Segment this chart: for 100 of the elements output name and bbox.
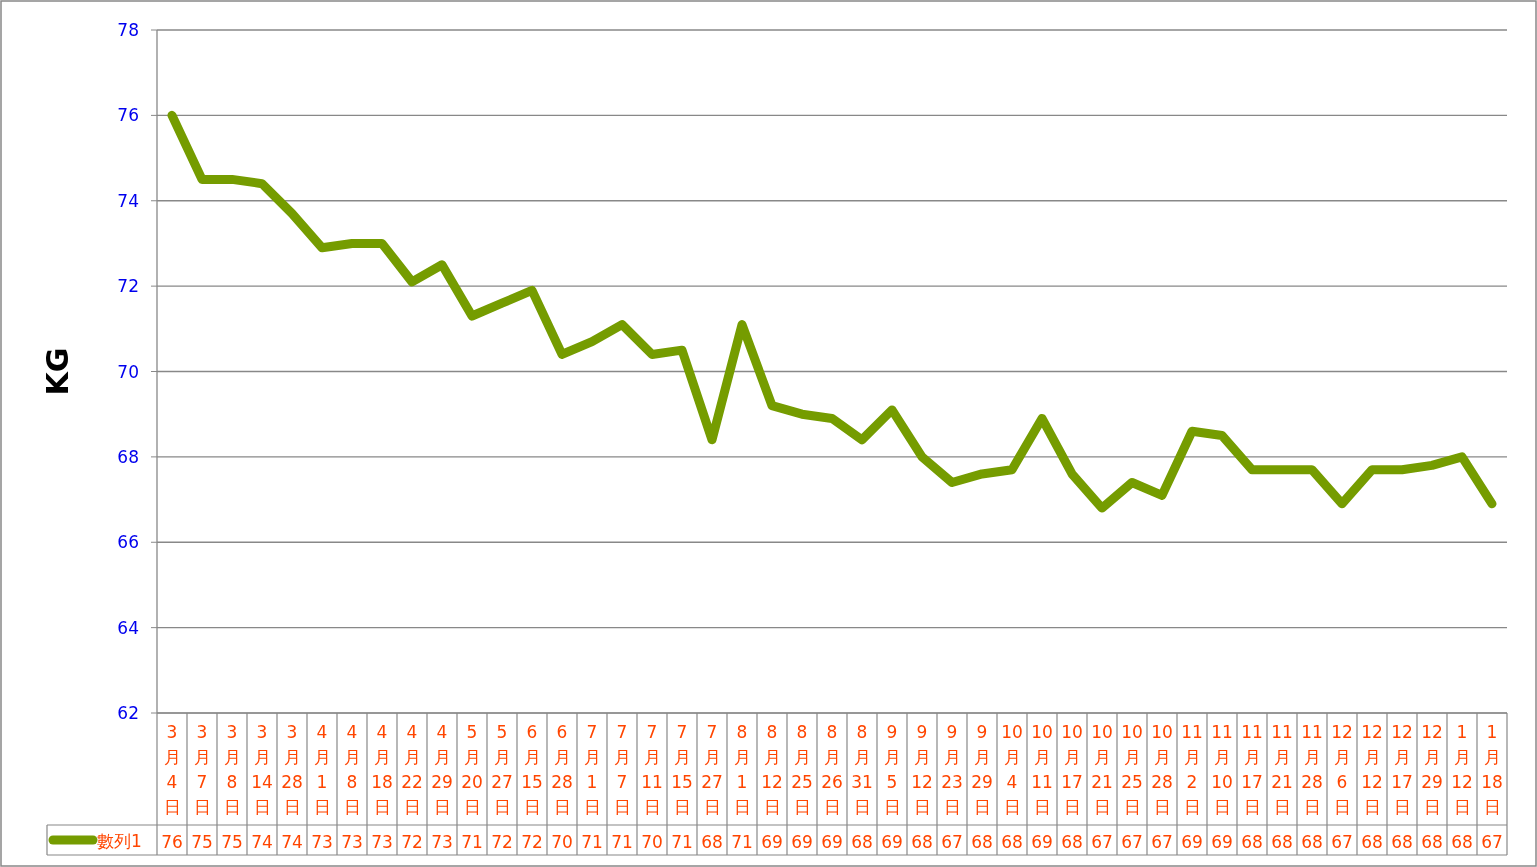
- x-tick-label: 7月11日: [641, 722, 663, 817]
- y-tick-label: 66: [117, 532, 139, 553]
- x-tick-label: 4月1日: [313, 722, 331, 817]
- data-label: 68: [911, 832, 933, 852]
- x-tick-label: 3月14日: [251, 722, 273, 817]
- x-tick-label: 5月27日: [491, 722, 513, 817]
- x-tick-label: 4月18日: [371, 722, 393, 817]
- x-tick-label: 7月27日: [701, 722, 723, 817]
- data-label: 68: [1361, 832, 1383, 852]
- x-tick-label: 12月29日: [1421, 722, 1443, 817]
- data-label: 69: [1031, 832, 1053, 852]
- x-tick-label: 9月23日: [941, 722, 963, 817]
- data-label: 68: [1061, 832, 1083, 852]
- x-tick-label: 8月12日: [761, 722, 783, 817]
- x-tick-label: 8月26日: [821, 722, 843, 817]
- data-label: 68: [1241, 832, 1263, 852]
- data-label: 68: [1271, 832, 1293, 852]
- y-tick-label: 78: [117, 20, 139, 40]
- data-label: 67: [1121, 832, 1143, 852]
- data-label: 73: [311, 832, 333, 852]
- legend-label: 數列1: [97, 831, 142, 851]
- x-tick-label: 4月29日: [431, 722, 453, 817]
- x-tick-label: 11月10日: [1211, 722, 1233, 817]
- x-tick-label: 11月21日: [1271, 722, 1293, 817]
- data-label: 71: [461, 832, 483, 852]
- x-tick-label: 10月21日: [1091, 722, 1113, 817]
- data-label: 68: [1391, 832, 1413, 852]
- data-label: 70: [641, 832, 663, 852]
- data-label: 72: [401, 832, 423, 852]
- data-label: 67: [1481, 832, 1503, 852]
- x-tick-label: 11月17日: [1241, 722, 1263, 817]
- data-label: 68: [971, 832, 993, 852]
- data-label: 72: [521, 832, 543, 852]
- x-tick-label: 8月25日: [791, 722, 813, 817]
- data-label: 69: [821, 832, 843, 852]
- x-tick-label: 9月5日: [883, 722, 901, 817]
- data-label: 75: [221, 832, 243, 852]
- data-label: 68: [701, 832, 723, 852]
- x-tick-label: 7月15日: [671, 722, 693, 817]
- data-label: 69: [1181, 832, 1203, 852]
- data-label: 67: [941, 832, 963, 852]
- x-tick-label: 9月12日: [911, 722, 933, 817]
- data-label: 71: [731, 832, 753, 852]
- data-label: 69: [1211, 832, 1233, 852]
- x-tick-label: 6月15日: [521, 722, 543, 817]
- y-axis-title: KG: [40, 347, 75, 396]
- x-tick-label: 6月28日: [551, 722, 573, 817]
- data-label: 68: [1451, 832, 1473, 852]
- x-tick-label: 10月11日: [1031, 722, 1053, 817]
- data-label: 71: [581, 832, 603, 852]
- x-tick-label: 10月17日: [1061, 722, 1083, 817]
- data-label: 67: [1331, 832, 1353, 852]
- x-tick-label: 1月12日: [1451, 722, 1473, 817]
- y-tick-label: 68: [117, 446, 139, 467]
- x-tick-label: 3月28日: [281, 722, 303, 817]
- data-label: 73: [341, 832, 363, 852]
- x-tick-label: 8月31日: [851, 722, 873, 817]
- x-tick-label: 11月28日: [1301, 722, 1323, 817]
- x-tick-label: 3月7日: [193, 722, 211, 817]
- y-tick-label: 76: [117, 105, 139, 126]
- x-tick-label: 3月4日: [163, 722, 181, 817]
- data-label: 76: [161, 832, 183, 852]
- x-tick-label: 11月2日: [1181, 722, 1203, 817]
- x-tick-label: 5月20日: [461, 722, 483, 817]
- data-label: 68: [1421, 832, 1443, 852]
- x-tick-label: 10月28日: [1151, 722, 1173, 817]
- data-label: 73: [371, 832, 393, 852]
- x-tick-label: 1月18日: [1481, 722, 1503, 817]
- data-label: 71: [671, 832, 693, 852]
- data-label: 74: [281, 832, 303, 852]
- x-tick-label: 4月8日: [343, 722, 361, 817]
- y-tick-label: 74: [117, 190, 139, 211]
- data-label: 71: [611, 832, 633, 852]
- y-tick-label: 62: [117, 703, 139, 723]
- x-tick-label: 9月29日: [971, 722, 993, 817]
- x-tick-label: 7月7日: [613, 722, 631, 817]
- x-tick-label: 10月25日: [1121, 722, 1143, 817]
- data-label: 67: [1151, 832, 1173, 852]
- data-label: 69: [881, 832, 903, 852]
- data-label: 68: [1001, 832, 1023, 852]
- x-tick-label: 12月6日: [1331, 722, 1353, 817]
- y-tick-label: 70: [117, 361, 139, 382]
- data-label: 75: [191, 832, 213, 852]
- data-label: 70: [551, 832, 573, 852]
- x-tick-label: 12月12日: [1361, 722, 1383, 817]
- x-tick-label: 4月22日: [401, 722, 423, 817]
- data-label: 67: [1091, 832, 1113, 852]
- data-label: 68: [1301, 832, 1323, 852]
- data-label: 73: [431, 832, 453, 852]
- data-label: 69: [791, 832, 813, 852]
- data-label: 69: [761, 832, 783, 852]
- x-tick-label: 8月1日: [733, 722, 751, 817]
- x-tick-label: 12月17日: [1391, 722, 1413, 817]
- data-label: 74: [251, 832, 273, 852]
- data-label: 68: [851, 832, 873, 852]
- x-tick-label: 3月8日: [223, 722, 241, 817]
- x-tick-label: 10月4日: [1001, 722, 1023, 817]
- y-tick-label: 72: [117, 276, 139, 297]
- data-label: 72: [491, 832, 513, 852]
- y-tick-label: 64: [117, 617, 139, 638]
